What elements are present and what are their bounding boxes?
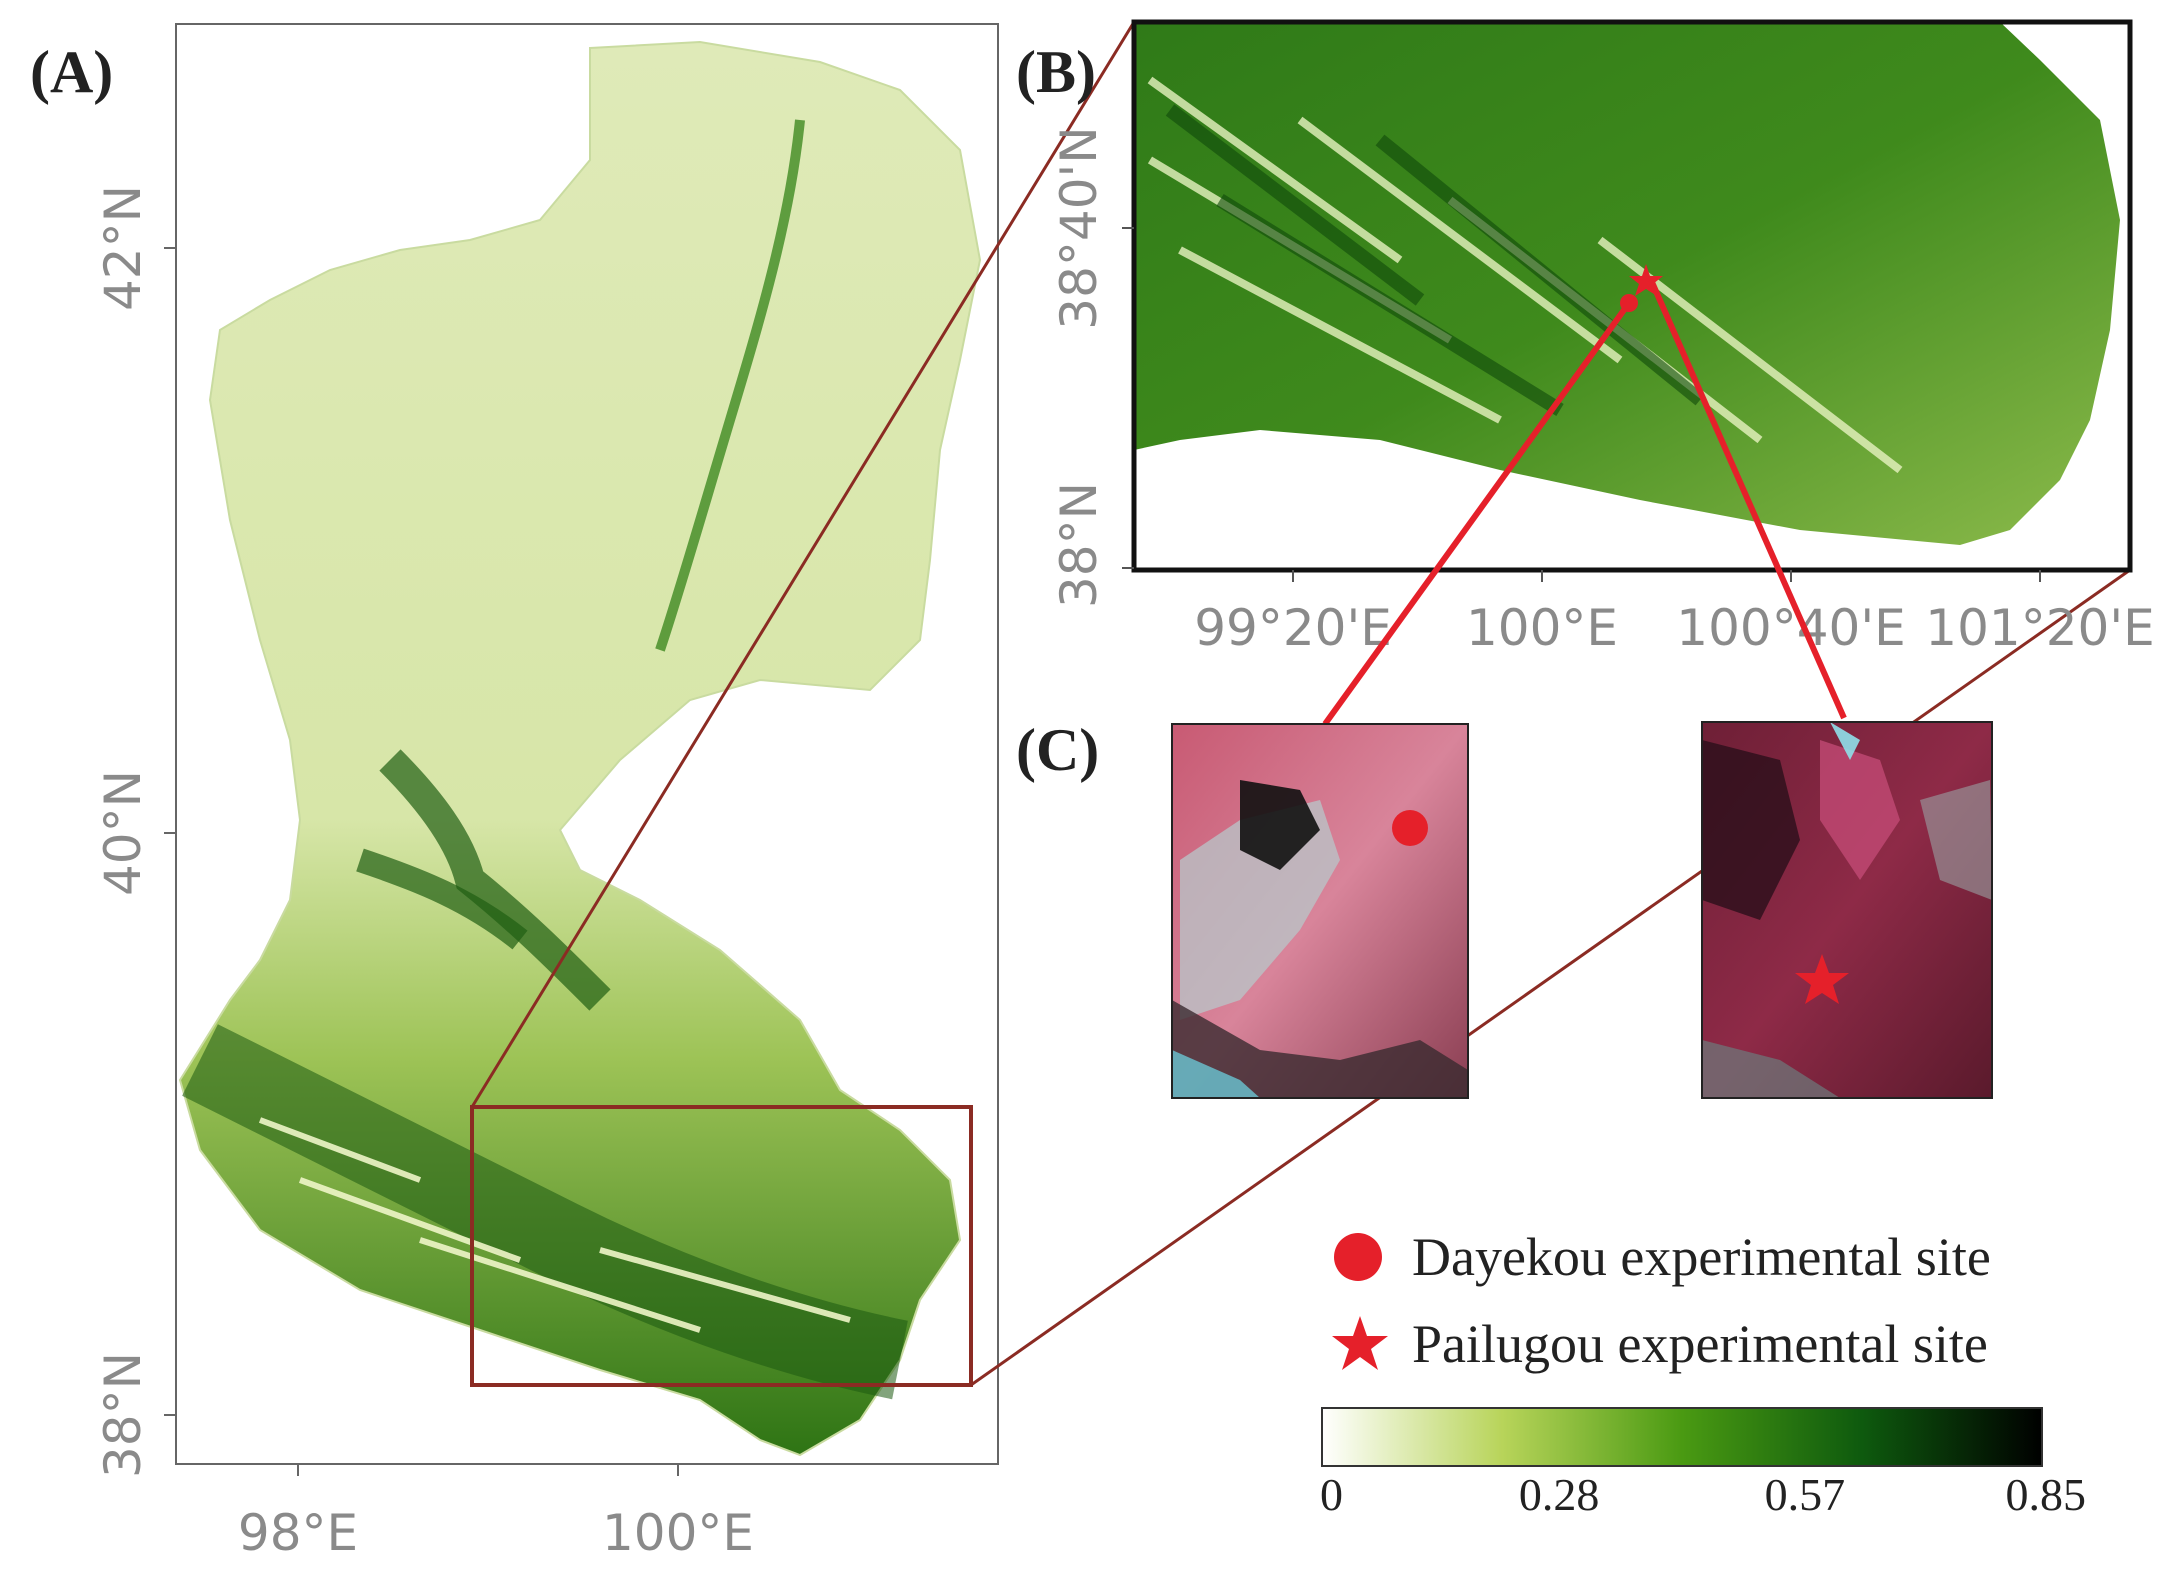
map-b-pailugou-marker <box>1629 264 1663 296</box>
colorbar <box>1321 1407 2043 1467</box>
legend-pailugou-label: Pailugou experimental site <box>1412 1314 1988 1374</box>
map-a-ytick-label-38: 38°N <box>94 1352 152 1478</box>
map-b-frame <box>1131 19 2133 573</box>
image-c-dayekou-marker <box>1392 810 1428 846</box>
legend-pailugou-symbol <box>1332 1316 1388 1370</box>
dayekou-connector-line <box>1322 301 1632 726</box>
map-a-valley-1 <box>379 749 611 1011</box>
map-a-ytick-label-42: 42°N <box>94 185 152 311</box>
legend-dayekou-symbol <box>1334 1233 1382 1281</box>
image-c-pailugou <box>1701 721 1993 1099</box>
map-a-inset-box <box>470 1105 973 1387</box>
image-c-dayekou <box>1171 723 1469 1099</box>
panel-c-label: (C) <box>1016 717 1099 783</box>
map-a-ytick-label-40: 40°N <box>94 770 152 896</box>
map-b-xtick-label-100: 100°E <box>1466 599 1618 657</box>
map-a-south-ridges <box>258 1117 851 1333</box>
map-a-xtick-label-98: 98°E <box>238 1504 358 1562</box>
colorbar-tick-label: 0.57 <box>1765 1469 1846 1520</box>
map-b-xtick-label-9920: 99°20'E <box>1194 599 1392 657</box>
colorbar-tick-label: 0.28 <box>1519 1469 1600 1520</box>
map-b-region <box>1134 22 2120 545</box>
map-a-river-north <box>655 119 805 652</box>
map-a-xtick-label-100: 100°E <box>602 1504 754 1562</box>
map-a-frame <box>175 23 999 1465</box>
map-b-xtick-label-10040: 100°40'E <box>1676 599 1905 657</box>
pailugou-connector-line <box>1648 278 1847 720</box>
colorbar-ticks: 0 0.28 0.57 0.85 <box>1320 1469 2086 1520</box>
connector-line-bottom <box>970 568 2131 1387</box>
map-b-xtick-label-10120: 101°20'E <box>1925 599 2154 657</box>
map-a-south-band <box>182 1024 908 1400</box>
map-a-valley-2 <box>356 848 528 950</box>
colorbar-tick-label: 0.85 <box>2006 1469 2087 1520</box>
panel-a-label: (A) <box>30 39 113 105</box>
colorbar-tick-label: 0 <box>1320 1469 1343 1520</box>
image-c-pailugou-marker <box>1795 954 1849 1004</box>
map-a-region <box>178 40 982 1457</box>
map-b-ytick-label-38: 38°N <box>1050 482 1108 608</box>
connector-line-top <box>470 21 1136 1108</box>
map-b-ytick-label-3840: 38°40'N <box>1050 126 1108 329</box>
map-b-dark-ridges <box>1165 104 1705 416</box>
panel-b-label: (B) <box>1016 39 1096 105</box>
legend-dayekou-label: Dayekou experimental site <box>1412 1227 1991 1287</box>
